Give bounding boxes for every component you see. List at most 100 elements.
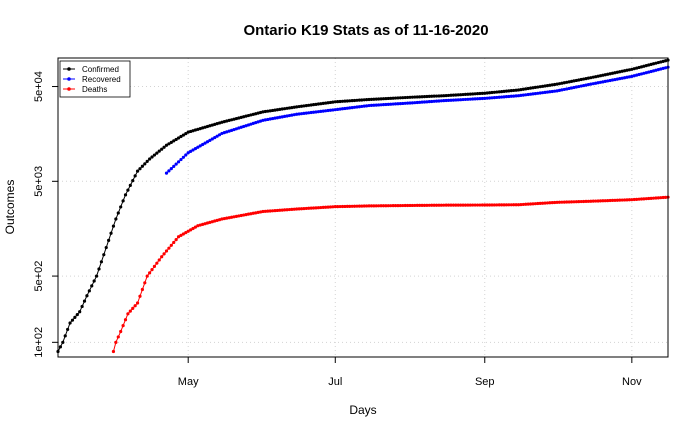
- data-point: [379, 204, 383, 208]
- x-axis-label: Days: [349, 403, 376, 417]
- data-point: [234, 116, 239, 121]
- data-point: [162, 252, 166, 256]
- data-point: [321, 109, 325, 113]
- data-point: [338, 107, 342, 111]
- data-point: [355, 98, 359, 102]
- data-point: [85, 294, 89, 298]
- data-point: [545, 83, 550, 88]
- data-point: [251, 121, 255, 125]
- data-point: [661, 195, 665, 200]
- data-point: [285, 106, 289, 110]
- data-point: [193, 128, 198, 132]
- data-point: [116, 335, 120, 339]
- data-point: [196, 127, 200, 131]
- data-point: [78, 310, 82, 314]
- series-deaths: [111, 195, 670, 354]
- data-point: [99, 260, 103, 264]
- data-point: [454, 93, 458, 97]
- data-point: [179, 134, 183, 139]
- data-point: [227, 129, 231, 133]
- data-point: [512, 88, 516, 93]
- data-point: [487, 91, 492, 95]
- data-point: [254, 112, 258, 116]
- data-point: [360, 104, 364, 109]
- data-point: [514, 88, 518, 92]
- data-point: [560, 88, 564, 92]
- data-point: [287, 106, 292, 110]
- legend-swatch-point: [67, 87, 71, 91]
- data-point: [473, 92, 477, 96]
- data-point: [256, 111, 260, 115]
- data-point: [553, 82, 557, 87]
- data-point: [369, 103, 374, 107]
- data-point: [446, 98, 451, 102]
- data-point: [326, 101, 330, 105]
- data-point: [582, 83, 586, 88]
- data-point: [533, 202, 537, 206]
- data-point: [586, 83, 591, 87]
- data-point: [246, 113, 251, 118]
- data-point: [618, 198, 622, 202]
- data-point: [357, 105, 361, 109]
- y-axis-label: Outcomes: [3, 180, 17, 235]
- data-point: [608, 78, 612, 83]
- data-point: [176, 235, 181, 239]
- data-point: [167, 246, 171, 250]
- data-point: [295, 207, 299, 211]
- data-point: [389, 204, 393, 208]
- data-point: [239, 115, 243, 119]
- data-point: [114, 217, 118, 221]
- data-point: [555, 82, 559, 86]
- data-point: [261, 209, 265, 214]
- data-point: [302, 104, 306, 108]
- data-point: [336, 100, 340, 104]
- data-point: [531, 92, 535, 96]
- data-point: [594, 199, 598, 203]
- data-point: [623, 198, 627, 202]
- data-point: [176, 136, 181, 140]
- data-point: [439, 94, 443, 98]
- data-point: [413, 95, 417, 99]
- data-point: [490, 96, 494, 100]
- data-point: [466, 97, 470, 101]
- data-point: [639, 65, 644, 69]
- data-point: [123, 193, 128, 197]
- data-point: [123, 318, 128, 322]
- data-point: [309, 110, 313, 115]
- data-point: [516, 88, 521, 92]
- data-point: [485, 91, 489, 95]
- data-point: [287, 113, 292, 118]
- x-tick-label: Jul: [328, 376, 342, 388]
- data-point: [403, 203, 407, 208]
- data-point: [369, 97, 374, 101]
- data-point: [152, 264, 157, 268]
- data-point: [311, 110, 316, 114]
- data-point: [461, 92, 465, 97]
- data-point: [258, 119, 263, 123]
- data-point: [205, 221, 210, 225]
- data-point: [630, 67, 634, 71]
- data-point: [292, 113, 296, 117]
- data-point: [651, 196, 656, 200]
- data-point: [519, 88, 523, 92]
- data-point: [140, 164, 144, 168]
- data-point: [473, 203, 477, 207]
- data-point: [632, 74, 636, 78]
- data-point: [268, 117, 272, 121]
- data-point: [234, 127, 239, 131]
- data-point: [389, 102, 393, 106]
- data-point: [543, 201, 547, 205]
- data-point: [350, 99, 354, 103]
- data-point: [278, 208, 282, 212]
- data-point: [338, 204, 342, 209]
- data-point: [521, 87, 525, 91]
- data-point: [145, 274, 149, 278]
- data-point: [569, 200, 574, 204]
- data-point: [584, 77, 588, 81]
- data-point: [280, 208, 284, 212]
- data-point: [656, 196, 660, 200]
- data-point: [213, 219, 217, 223]
- data-point: [418, 95, 422, 99]
- data-point: [268, 109, 272, 113]
- data-point: [377, 97, 381, 101]
